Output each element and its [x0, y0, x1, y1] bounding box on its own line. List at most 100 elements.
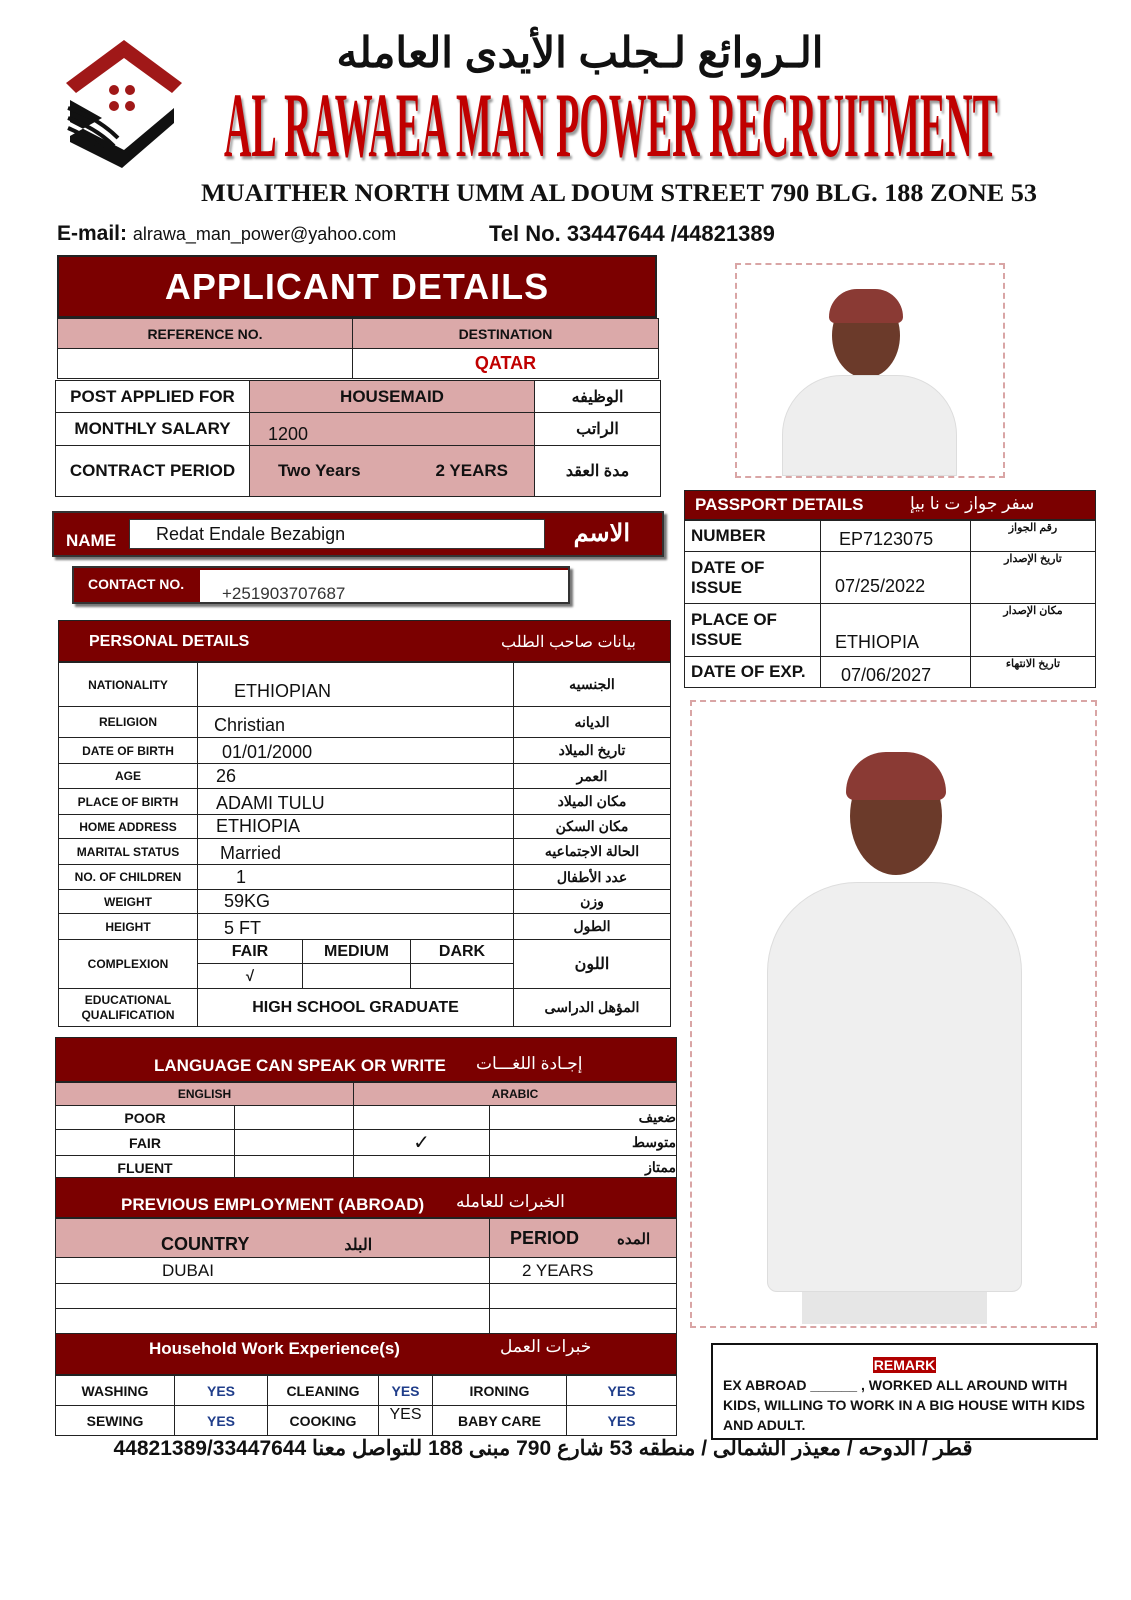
destination-value: QATAR: [352, 348, 659, 379]
english-poor-check[interactable]: [234, 1105, 354, 1130]
household-table: WASHING YES CLEANING YES IRONING YES SEWING YE…: [55, 1375, 677, 1436]
table-row: [55, 1308, 677, 1334]
email-link[interactable]: alrawa_man_power@yahoo.com: [132, 224, 397, 244]
applicant-details-title: APPLICANT DETAILS: [57, 255, 657, 318]
salary-label: MONTHLY SALARY: [55, 412, 250, 446]
applicant-photo-portrait: [735, 263, 1005, 478]
passport-number-label: NUMBER: [684, 520, 821, 552]
arabic-fluent-check[interactable]: [353, 1155, 490, 1180]
email-label: E-mail:: [57, 222, 128, 245]
education-ar: المؤهل الدراسى: [513, 988, 671, 1027]
table-row: WEIGHT 59KG وزن: [58, 889, 671, 914]
arabic-label: ARABIC: [353, 1082, 677, 1106]
company-logo: [66, 40, 182, 168]
reference-label: REFERENCE NO.: [57, 318, 353, 349]
post-value: HOUSEMAID: [249, 380, 535, 413]
contact-value: +251903707687: [200, 570, 568, 603]
household-title: Household Work Experience(s): [149, 1339, 400, 1358]
complexion-medium: MEDIUM: [302, 939, 411, 964]
contact-label: CONTACT NO.: [88, 576, 185, 592]
email-line: E-mail: alrawa_man_power@yahoo.com: [57, 222, 396, 246]
period-label-ar: المده: [617, 1230, 651, 1248]
name-bar: NAME Redat Endale Bezabign الاسم: [52, 511, 664, 557]
passport-title: PASSPORT DETAILS: [695, 495, 864, 514]
contact-bar: CONTACT NO. +251903707687: [72, 566, 570, 604]
complexion-fair-check[interactable]: √: [197, 963, 303, 989]
personal-title-ar: بيانات صاحب الطلب: [501, 634, 636, 651]
issue-place: ETHIOPIA: [820, 603, 971, 657]
education-value: HIGH SCHOOL GRADUATE: [197, 988, 514, 1027]
destination-label: DESTINATION: [352, 318, 659, 349]
table-row: NO. OF CHILDREN 1 عدد الأطفال: [58, 864, 671, 890]
remark-text: EX ABROAD ______ , WORKED ALL AROUND WIT…: [723, 1377, 1085, 1433]
issue-place-label: PLACE OF ISSUE: [684, 603, 821, 657]
company-address: MUAITHER NORTH UMM AL DOUM STREET 790 BL…: [201, 180, 1037, 207]
table-row: [55, 1283, 677, 1309]
remark-title: REMARK: [872, 1357, 937, 1373]
table-row: DATE OF BIRTH 01/01/2000 تاريخ الميلاد: [58, 737, 671, 764]
country-label-ar: البلد: [344, 1236, 373, 1254]
personal-title: PERSONAL DETAILS: [89, 633, 250, 650]
arabic-company-name: الـروائع لـجلب الأيدى العامله: [336, 29, 824, 76]
table-row: AGE 26 العمر: [58, 763, 671, 789]
company-name: AL RAWAEA MAN POWER RECRUITMENT: [224, 82, 998, 166]
period-label: PERIOD: [510, 1227, 580, 1248]
contract-value-years: 2 YEARS: [435, 461, 508, 480]
issue-place-ar: مكان الإصدار: [970, 603, 1096, 657]
passport-header: PASSPORT DETAILS سفر جواز ت نا بيإ: [684, 490, 1096, 520]
table-row: FAIR ✓ متوسط: [55, 1129, 677, 1156]
employment-title: PREVIOUS EMPLOYMENT (ABROAD): [121, 1195, 425, 1214]
arabic-fair-check[interactable]: ✓: [353, 1129, 490, 1156]
complexion-fair: FAIR: [197, 939, 303, 964]
remark-box: REMARK EX ABROAD ______ , WORKED ALL ARO…: [711, 1343, 1098, 1440]
salary-ar: الراتب: [534, 412, 661, 446]
complexion-ar: اللون: [513, 939, 671, 989]
company-address-wrap: MUAITHER NORTH UMM AL DOUM STREET 790 BL…: [201, 180, 1037, 207]
telephone: Tel No. 33447644 /44821389: [489, 221, 775, 246]
passport-number-ar: رقم الجواز: [970, 520, 1096, 552]
employment-table: COUNTRY البلد PERIOD المده DUBAI 2 YEARS: [55, 1218, 677, 1334]
english-fluent-check[interactable]: [234, 1155, 354, 1180]
name-ar: الاسم: [573, 520, 630, 547]
table-row: POOR ضعيف: [55, 1105, 677, 1130]
language-header: LANGUAGE CAN SPEAK OR WRITE إجـادة اللغـ…: [55, 1037, 677, 1082]
post-label: POST APPLIED FOR: [55, 380, 250, 413]
table-row: WASHING YES CLEANING YES IRONING YES: [55, 1375, 677, 1406]
language-table: ENGLISH ARABIC POOR ضعيف FAIR ✓ متوسط FLUENT…: [55, 1082, 677, 1180]
expiry-ar: تاريخ الانتهاء: [970, 656, 1096, 688]
english-fair-check[interactable]: [234, 1129, 354, 1156]
salary-value: 1200: [249, 412, 535, 446]
issue-date: 07/25/2022: [820, 551, 971, 604]
table-row: SEWING YES COOKING YES BABY CARE YES: [55, 1405, 677, 1436]
table-row: HEIGHT 5 FT الطول: [58, 913, 671, 940]
complexion-medium-check[interactable]: [302, 963, 411, 989]
table-row: FLUENT ممتاز: [55, 1155, 677, 1180]
contract-ar: مدة العقد: [534, 445, 661, 497]
education-label-2: QUALIFICATION: [81, 1007, 175, 1022]
passport-title-ar: سفر جواز ت نا بيإ: [910, 494, 1035, 513]
language-title: LANGUAGE CAN SPEAK OR WRITE: [154, 1056, 446, 1075]
employment-header: PREVIOUS EMPLOYMENT (ABROAD) الخبرات للع…: [55, 1177, 677, 1218]
applicant-photo-full: [690, 700, 1097, 1328]
table-row: DUBAI 2 YEARS: [55, 1257, 677, 1284]
table-row: RELIGION Christian الديانه: [58, 706, 671, 738]
household-title-ar: خبرات العمل: [500, 1337, 592, 1356]
country-label: COUNTRY: [161, 1233, 250, 1254]
table-row: NATIONALITY ETHIOPIAN الجنسيه: [58, 662, 671, 707]
company-name-wrap: AL RAWAEA MAN POWER RECRUITMENT: [224, 82, 998, 166]
education-label-1: EDUCATIONAL: [84, 992, 172, 1007]
complexion-dark-check[interactable]: [410, 963, 514, 989]
contract-label: CONTRACT PERIOD: [55, 445, 250, 497]
table-row: MARITAL STATUS Married الحالة الاجتماعيه: [58, 838, 671, 865]
reference-value: [57, 348, 353, 379]
expiry-label: DATE OF EXP.: [684, 656, 821, 688]
name-value: Redat Endale Bezabign: [129, 519, 545, 549]
arabic-poor-check[interactable]: [353, 1105, 490, 1130]
contract-value: Two Years: [278, 461, 361, 480]
table-row: PLACE OF BIRTH ADAMI TULU مكان الميلاد: [58, 788, 671, 815]
language-title-ar: إجـادة اللغـــات: [476, 1054, 583, 1073]
table-row: HOME ADDRESS ETHIOPIA مكان السكن: [58, 814, 671, 839]
household-header: Household Work Experience(s) خبرات العمل: [55, 1333, 677, 1375]
expiry-date: 07/06/2027: [820, 656, 971, 688]
issue-date-ar: تاريخ الإصدار: [970, 551, 1096, 604]
